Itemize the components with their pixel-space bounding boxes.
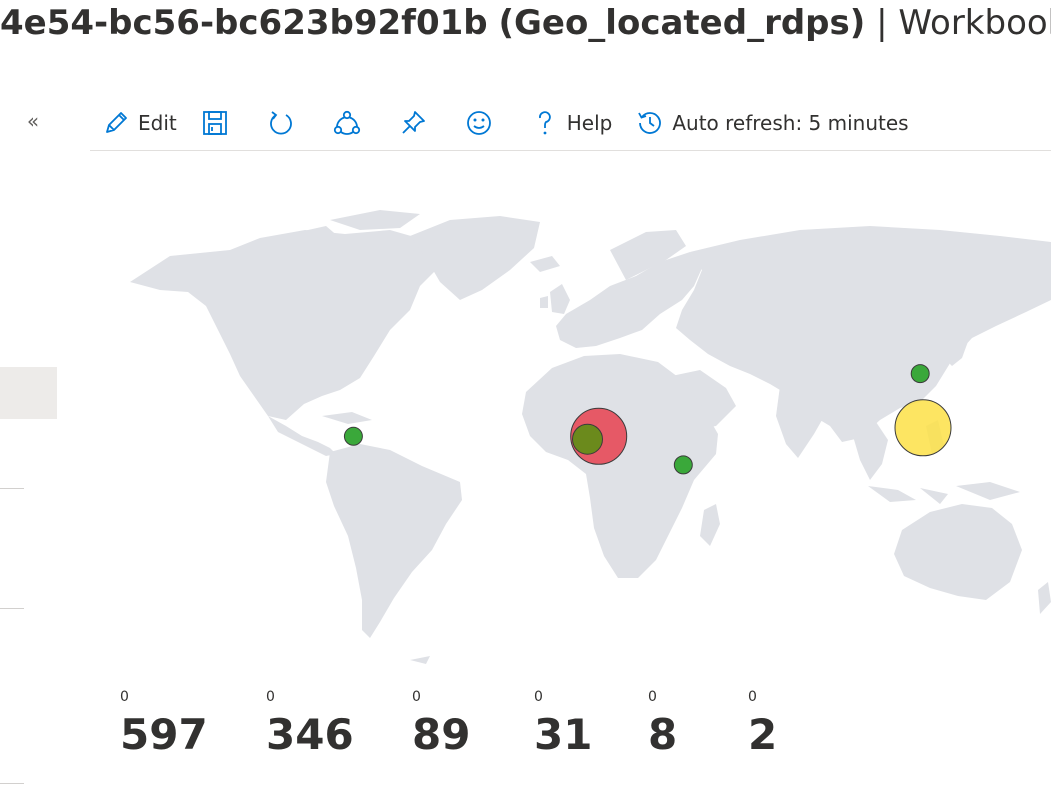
metric-tile-value: 2 bbox=[748, 710, 778, 759]
map-marker[interactable] bbox=[910, 364, 930, 384]
edit-pencil-icon bbox=[106, 112, 127, 133]
pin-button[interactable] bbox=[399, 103, 427, 143]
map-land bbox=[130, 210, 1051, 664]
sidebar-divider bbox=[0, 783, 24, 784]
title-separator: | bbox=[876, 3, 888, 43]
metric-tile-caption: 0 bbox=[266, 689, 275, 705]
auto-refresh-label: Auto refresh: 5 minutes bbox=[672, 111, 909, 135]
metric-tile[interactable]: 0 31 bbox=[534, 688, 592, 760]
pin-icon bbox=[402, 111, 425, 134]
workbook-toolbar: Edit bbox=[90, 96, 1051, 151]
page-title: 4e54-bc56-bc623b92f01b (Geo_located_rdps… bbox=[0, 0, 1051, 50]
refresh-icon bbox=[269, 111, 292, 135]
double-chevron-left-icon[interactable]: « bbox=[26, 109, 40, 133]
edit-label: Edit bbox=[138, 111, 177, 135]
help-button[interactable]: Help bbox=[531, 103, 613, 143]
metric-tile-caption: 0 bbox=[748, 689, 757, 705]
auto-refresh-button[interactable]: Auto refresh: 5 minutes bbox=[636, 103, 909, 143]
save-button[interactable] bbox=[201, 103, 229, 143]
save-icon bbox=[202, 111, 227, 135]
metric-tile[interactable]: 0 89 bbox=[412, 688, 470, 760]
share-icon bbox=[333, 110, 360, 135]
map-marker[interactable] bbox=[673, 455, 693, 475]
title-workbook-name: (Geo_located_rdps) bbox=[498, 3, 866, 43]
map-marker[interactable] bbox=[894, 399, 952, 457]
metric-tile[interactable]: 0 8 bbox=[648, 688, 677, 760]
help-label: Help bbox=[566, 111, 613, 135]
metric-tile-value: 597 bbox=[120, 710, 208, 759]
sidebar-divider bbox=[0, 488, 24, 489]
metric-tile[interactable]: 0 2 bbox=[748, 688, 777, 760]
map-marker[interactable] bbox=[572, 423, 603, 455]
metric-tile-caption: 0 bbox=[120, 689, 129, 705]
sidebar-divider bbox=[0, 608, 24, 609]
title-resource-id: 4e54-bc56-bc623b92f01b bbox=[0, 3, 488, 43]
metric-tile-caption: 0 bbox=[534, 689, 543, 705]
metric-tile-value: 89 bbox=[412, 710, 471, 759]
edit-button[interactable]: Edit bbox=[102, 103, 177, 143]
share-button[interactable] bbox=[333, 103, 361, 143]
metric-tile-caption: 0 bbox=[648, 689, 657, 705]
metric-tile-value: 8 bbox=[648, 710, 678, 759]
world-map bbox=[130, 210, 1051, 664]
feedback-button[interactable] bbox=[465, 103, 493, 143]
sidebar-selected-item[interactable] bbox=[0, 367, 57, 419]
map-markers bbox=[343, 364, 952, 475]
map-marker[interactable] bbox=[343, 426, 363, 446]
metric-tile[interactable]: 0 346 bbox=[266, 688, 354, 760]
geo-map[interactable] bbox=[90, 190, 1051, 680]
metric-tile[interactable]: 0 597 bbox=[120, 688, 208, 760]
title-type: Workbook bbox=[898, 3, 1051, 43]
metric-tile-value: 346 bbox=[266, 710, 354, 759]
refresh-button[interactable] bbox=[267, 103, 295, 143]
metric-tile-caption: 0 bbox=[412, 689, 421, 705]
feedback-smiley-icon bbox=[466, 111, 491, 135]
help-icon bbox=[538, 111, 551, 135]
metric-tile-value: 31 bbox=[534, 710, 593, 759]
auto-refresh-clock-icon bbox=[638, 112, 662, 134]
